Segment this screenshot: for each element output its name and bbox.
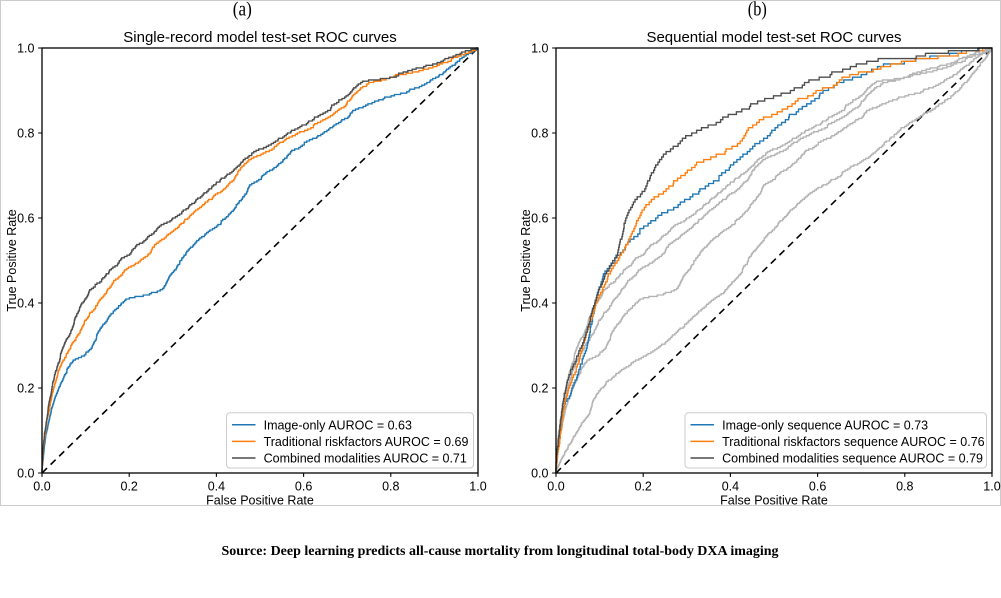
- svg-text:Combined modalities sequence A: Combined modalities sequence AUROC = 0.7…: [722, 452, 983, 466]
- svg-text:Source: Deep learning predicts: Source: Deep learning predicts all-cause…: [222, 543, 779, 558]
- svg-text:0.2: 0.2: [121, 479, 138, 493]
- svg-text:Image-only AUROC = 0.63: Image-only AUROC = 0.63: [264, 418, 412, 432]
- svg-text:1.0: 1.0: [531, 42, 548, 56]
- svg-text:0.4: 0.4: [531, 297, 548, 311]
- svg-text:1.0: 1.0: [469, 479, 486, 493]
- svg-text:False Positive Rate: False Positive Rate: [720, 493, 828, 507]
- svg-text:0.6: 0.6: [531, 212, 548, 226]
- svg-text:0.4: 0.4: [17, 297, 34, 311]
- svg-text:0.8: 0.8: [17, 127, 34, 141]
- svg-text:0.4: 0.4: [722, 479, 739, 493]
- svg-text:0.4: 0.4: [208, 479, 225, 493]
- svg-text:(b): (b): [748, 0, 767, 20]
- svg-text:Combined modalities AUROC = 0.: Combined modalities AUROC = 0.71: [264, 452, 467, 466]
- svg-text:0.6: 0.6: [295, 479, 312, 493]
- svg-text:0.8: 0.8: [382, 479, 399, 493]
- svg-text:0.8: 0.8: [896, 479, 913, 493]
- svg-text:1.0: 1.0: [17, 42, 34, 56]
- svg-text:Traditional riskfactors AUROC: Traditional riskfactors AUROC = 0.69: [264, 435, 469, 449]
- svg-text:0.2: 0.2: [635, 479, 652, 493]
- svg-text:0.8: 0.8: [531, 127, 548, 141]
- svg-text:0.0: 0.0: [33, 479, 50, 493]
- svg-text:0.6: 0.6: [809, 479, 826, 493]
- svg-text:0.0: 0.0: [17, 467, 34, 481]
- svg-text:False Positive Rate: False Positive Rate: [206, 493, 314, 507]
- svg-text:Single-record model test-set R: Single-record model test-set ROC curves: [123, 29, 396, 46]
- svg-text:Sequential model test-set ROC: Sequential model test-set ROC curves: [646, 29, 901, 46]
- svg-text:0.6: 0.6: [17, 212, 34, 226]
- svg-text:True Positive Rate: True Positive Rate: [5, 209, 19, 311]
- svg-text:Traditional riskfactors sequen: Traditional riskfactors sequence AUROC =…: [722, 435, 985, 449]
- svg-text:1.0: 1.0: [983, 479, 1000, 493]
- svg-text:0.2: 0.2: [531, 382, 548, 396]
- svg-text:0.2: 0.2: [17, 382, 34, 396]
- svg-text:True Positive Rate: True Positive Rate: [519, 209, 533, 311]
- svg-text:Image-only sequence AUROC = 0.: Image-only sequence AUROC = 0.73: [722, 418, 928, 432]
- svg-text:0.0: 0.0: [547, 479, 564, 493]
- svg-text:(a): (a): [233, 0, 252, 20]
- svg-text:0.0: 0.0: [531, 467, 548, 481]
